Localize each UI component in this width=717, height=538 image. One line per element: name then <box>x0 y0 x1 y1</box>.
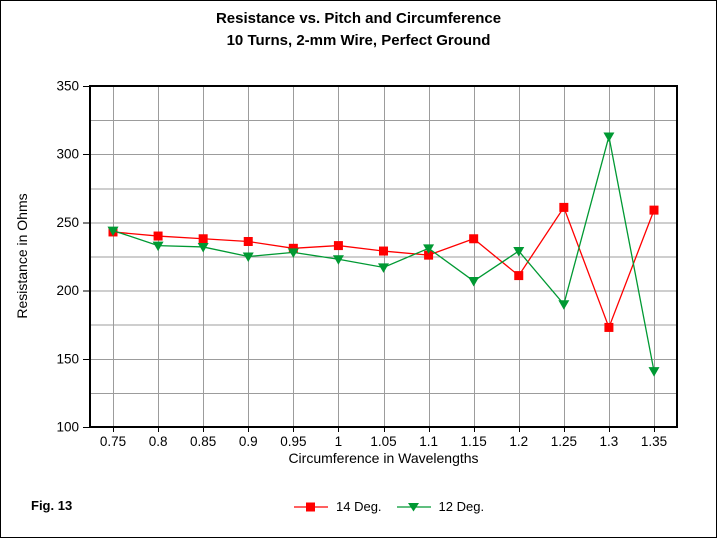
chart-title: Resistance vs. Pitch and Circumference <box>215 10 502 27</box>
x-tick-label: 1.25 <box>551 434 577 449</box>
figure-label: Fig. 13 <box>31 498 73 513</box>
data-point-triangle <box>423 244 435 254</box>
x-tick-label: 0.9 <box>239 434 258 449</box>
data-point-square <box>243 236 253 246</box>
data-point-square <box>649 205 659 215</box>
data-point-triangle <box>332 255 344 265</box>
data-point-square <box>424 250 434 260</box>
x-tick-label: 1.15 <box>461 434 487 449</box>
data-point-square <box>559 202 569 212</box>
legend-label-12deg: 12 Deg. <box>438 499 485 514</box>
data-point-triangle <box>648 367 660 377</box>
data-point-triangle <box>468 277 480 287</box>
data-point-square <box>604 322 614 332</box>
data-point-triangle <box>378 263 389 273</box>
legend-item-14deg: 14 Deg. <box>293 499 382 514</box>
data-point-square <box>514 271 524 281</box>
data-point-triangle <box>287 248 299 258</box>
chart-subtitle: 10 Turns, 2-mm Wire, Perfect Ground <box>226 32 491 49</box>
x-tick-label: 1.35 <box>641 434 667 449</box>
data-point-square <box>469 234 479 244</box>
x-axis-title: Circumference in Wavelengths <box>288 450 479 466</box>
x-tick-label: 1 <box>335 434 343 449</box>
legend-item-12deg: 12 Deg. <box>396 499 485 514</box>
y-tick-label: 250 <box>56 215 79 230</box>
data-point-triangle <box>513 247 525 257</box>
x-tick-label: 0.8 <box>149 434 168 449</box>
legend-square-icon <box>306 502 315 511</box>
data-point-triangle <box>242 252 254 262</box>
plot-border <box>89 85 678 428</box>
data-point-square <box>153 231 163 241</box>
legend-label-14deg: 14 Deg. <box>336 499 382 514</box>
legend-triangle-icon <box>407 502 419 511</box>
x-tick-label: 1.3 <box>600 434 619 449</box>
x-tick-label: 1.1 <box>419 434 438 449</box>
chart-title-block: Resistance vs. Pitch and Circumference 1… <box>1 8 716 52</box>
x-tick-label: 0.95 <box>280 434 306 449</box>
data-point-triangle <box>197 242 209 253</box>
y-tick-label: 100 <box>56 420 79 435</box>
y-tick-label: 150 <box>56 351 79 366</box>
y-tick-label: 350 <box>56 79 79 94</box>
x-tick-label: 0.85 <box>190 434 216 449</box>
data-point-square <box>379 246 388 256</box>
y-axis-title: Resistance in Ohms <box>14 193 30 319</box>
data-point-triangle <box>603 132 615 142</box>
x-tick-label: 1.2 <box>509 434 528 449</box>
legend: 14 Deg. 12 Deg. <box>293 499 484 514</box>
data-point-square <box>198 234 208 244</box>
x-tick-label: 0.75 <box>100 434 126 449</box>
data-point-triangle <box>558 300 570 310</box>
data-point-triangle <box>107 226 119 237</box>
legend-marker-12deg <box>396 502 431 511</box>
legend-marker-14deg <box>294 502 328 511</box>
data-point-triangle <box>152 241 164 252</box>
x-tick-label: 1.05 <box>370 434 396 449</box>
y-tick-label: 200 <box>56 283 79 298</box>
data-point-square <box>333 241 343 251</box>
y-tick-label: 300 <box>56 147 79 162</box>
data-point-square <box>288 243 298 253</box>
